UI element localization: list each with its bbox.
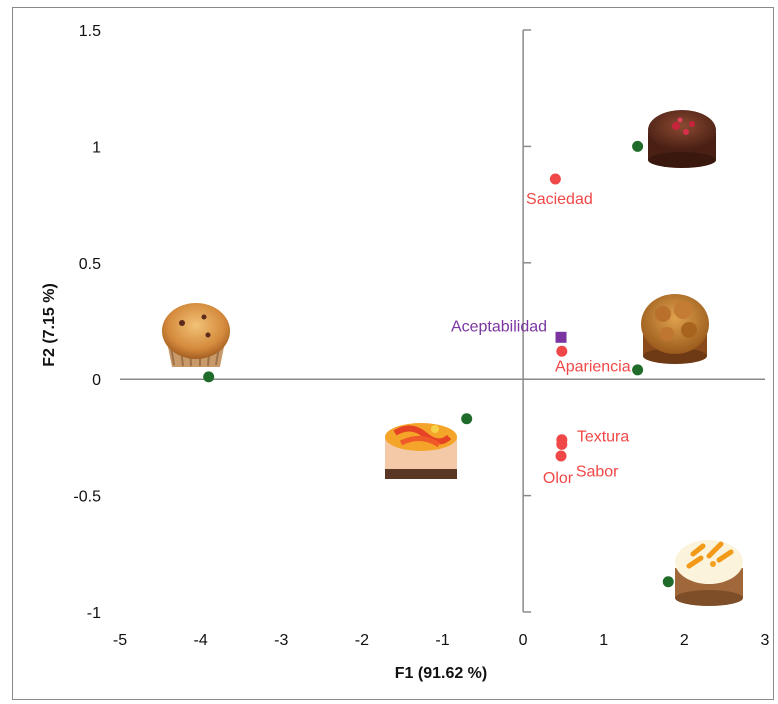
x-tick-label: 0: [519, 632, 528, 649]
x-tick-label: -2: [355, 632, 369, 649]
x-tick-label: -3: [274, 632, 288, 649]
chart-frame: [12, 7, 774, 700]
acceptability-marker: [555, 331, 567, 343]
point-label-sabor: Sabor: [576, 463, 619, 480]
product-point: [632, 364, 644, 376]
x-axis-title: F1 (91.62 %): [395, 665, 487, 682]
muffin-image: [162, 303, 230, 367]
mousse-cake-image: [385, 423, 457, 479]
y-axis-title: F2 (7.15 %): [41, 283, 58, 367]
product-point: [662, 576, 674, 588]
chocolate-cake-image: [648, 110, 716, 168]
product-point: [632, 140, 644, 152]
orange-tart-image: [675, 540, 743, 606]
point-label-textura: Textura: [577, 429, 630, 446]
x-tick-label: -1: [435, 632, 449, 649]
attribute-point: [555, 450, 567, 462]
x-tick-label: -4: [194, 632, 208, 649]
y-tick-label: 1.5: [79, 23, 101, 40]
x-tick-label: 3: [761, 632, 770, 649]
attribute-point: [549, 173, 561, 185]
product-point: [461, 413, 473, 425]
x-tick-label: -5: [113, 632, 127, 649]
axes: -1 -0.5 0 0.5 1 1.5 -5 -4 -3 -2 -1 0 1 2 3 F1 (91.62 %)…: [41, 23, 770, 682]
data-points: [203, 140, 674, 588]
point-label-aceptabilidad: Aceptabilidad: [451, 318, 547, 335]
y-tick-label: 0: [92, 372, 101, 389]
attribute-point: [556, 438, 568, 450]
walnut-tart-image: [641, 294, 709, 364]
point-label-olor: Olor: [543, 470, 574, 487]
y-tick-label: -0.5: [73, 489, 101, 506]
y-tick-label: -1: [87, 605, 101, 622]
y-tick-label: 1: [92, 139, 101, 156]
y-tick-label: 0.5: [79, 256, 101, 273]
product-point: [203, 371, 215, 383]
attribute-point: [556, 345, 568, 357]
product-images: [162, 110, 743, 606]
x-tick-label: 1: [599, 632, 608, 649]
point-label-saciedad: Saciedad: [526, 191, 593, 208]
point-label-apariencia: Apariencia: [555, 358, 631, 375]
x-tick-label: 2: [680, 632, 689, 649]
